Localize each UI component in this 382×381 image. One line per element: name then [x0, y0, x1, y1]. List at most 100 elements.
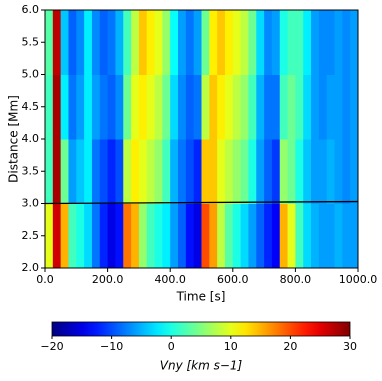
x-tick-label: 200.0 — [92, 273, 124, 286]
cell — [193, 139, 202, 204]
cell — [201, 74, 210, 140]
cell — [318, 74, 328, 140]
annotation-line — [44, 200, 359, 205]
field — [45, 10, 359, 269]
cell — [84, 74, 93, 140]
cell — [131, 10, 140, 75]
cell — [52, 139, 62, 204]
cell — [287, 139, 296, 204]
cell — [224, 203, 234, 269]
cell — [240, 203, 249, 269]
cell — [311, 139, 320, 204]
cell — [146, 74, 156, 140]
cell — [131, 203, 140, 269]
cell — [131, 74, 140, 140]
cell — [342, 203, 351, 269]
x-tick-label: 1000.0 — [339, 273, 378, 286]
cell — [154, 139, 163, 204]
cell — [248, 10, 257, 75]
cell — [334, 10, 343, 75]
colorbar-tick-label: 20 — [283, 340, 297, 353]
cell — [318, 203, 328, 269]
cell — [123, 139, 132, 204]
cell — [311, 203, 320, 269]
cell — [162, 74, 171, 140]
cell — [115, 74, 124, 140]
cell — [295, 139, 304, 204]
cell — [154, 203, 163, 269]
cell — [342, 139, 351, 204]
cell — [303, 139, 312, 204]
cell — [201, 139, 210, 204]
cell — [45, 10, 54, 75]
colorbar-tick-label: 30 — [343, 340, 357, 353]
cell — [334, 139, 343, 204]
cell — [99, 203, 109, 269]
cell — [138, 10, 148, 75]
y-tick-label: 5.0 — [22, 68, 40, 81]
cell — [185, 139, 195, 204]
cell — [240, 10, 249, 75]
cell — [45, 203, 54, 269]
cell — [178, 139, 187, 204]
cell — [99, 10, 109, 75]
cell — [99, 139, 109, 204]
cell — [84, 203, 93, 269]
cell — [91, 203, 101, 269]
cell — [138, 74, 148, 140]
cell — [209, 10, 218, 75]
cell — [311, 74, 320, 140]
cell — [279, 203, 289, 269]
cell — [217, 74, 226, 140]
cell — [256, 139, 265, 204]
cell — [146, 203, 156, 269]
cell — [99, 74, 109, 140]
cell — [271, 10, 281, 75]
cell — [84, 10, 93, 75]
cell — [295, 10, 304, 75]
cell — [256, 74, 265, 140]
cell — [303, 74, 312, 140]
cell — [123, 203, 132, 269]
cell — [271, 74, 281, 140]
cell — [131, 139, 140, 204]
cell — [123, 10, 132, 75]
cell — [115, 139, 124, 204]
cell — [115, 10, 124, 75]
cell — [76, 139, 85, 204]
cell — [264, 74, 273, 140]
cell — [271, 203, 281, 269]
cell — [68, 74, 77, 140]
cell — [154, 10, 163, 75]
cell — [107, 74, 116, 140]
cell — [256, 10, 265, 75]
y-tick-label: 4.0 — [22, 132, 40, 145]
cell — [68, 203, 77, 269]
cell — [264, 203, 273, 269]
cell — [334, 74, 343, 140]
cell — [232, 74, 242, 140]
cell — [45, 139, 54, 204]
cell — [318, 10, 328, 75]
colorbar-tick-label: −10 — [100, 340, 123, 353]
y-tick-label: 3.5 — [22, 164, 40, 177]
cell — [115, 203, 124, 269]
colorbar-label: Vny [km s−1] — [160, 359, 243, 373]
cell — [295, 203, 304, 269]
cell — [193, 203, 202, 269]
cell — [193, 74, 202, 140]
cell — [170, 10, 179, 75]
y-tick-label: 3.0 — [22, 197, 40, 210]
cell — [224, 10, 234, 75]
cell — [107, 139, 116, 204]
y-tick-label: 2.0 — [22, 261, 40, 274]
cell — [279, 139, 289, 204]
cell — [60, 203, 69, 269]
cell — [162, 139, 171, 204]
cell — [107, 10, 116, 75]
cell — [326, 10, 336, 75]
cell — [264, 139, 273, 204]
cell — [178, 10, 187, 75]
cell — [248, 139, 257, 204]
